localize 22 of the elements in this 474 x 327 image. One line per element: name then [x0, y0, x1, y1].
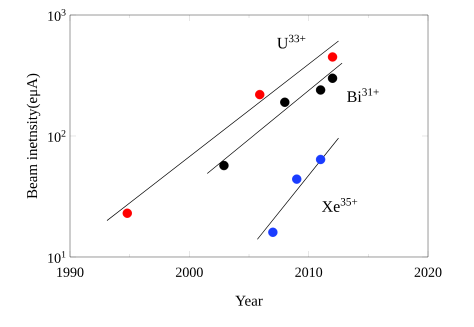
- point: [255, 90, 264, 100]
- annotation: U$^{33+}$: [277, 34, 306, 49]
- x-tick-label: 2020: [414, 268, 442, 277]
- point: [328, 52, 338, 62]
- x-tick-label: 2010: [295, 268, 322, 277]
- point: [292, 174, 302, 184]
- annotation: Xe$^{35+}$: [322, 198, 358, 212]
- point: [280, 98, 290, 107]
- x-axis-title: Year: [235, 296, 263, 306]
- point: [316, 154, 326, 164]
- x-tick-label: 2000: [176, 268, 203, 277]
- annotation: Bi$^{31+}$: [347, 88, 379, 102]
- y-tick-label: 10$^{3}$: [48, 9, 66, 21]
- point: [268, 228, 278, 238]
- point: [219, 160, 229, 170]
- point: [122, 208, 132, 218]
- y-tick-label: 10$^{2}$: [48, 130, 66, 142]
- y-axis-title: Beam inetnsity(eμA): [26, 74, 40, 199]
- point: [328, 74, 338, 83]
- y-tick-label: 10$^{1}$: [48, 251, 66, 263]
- point: [316, 85, 326, 95]
- x-tick-label: 1990: [57, 268, 84, 277]
